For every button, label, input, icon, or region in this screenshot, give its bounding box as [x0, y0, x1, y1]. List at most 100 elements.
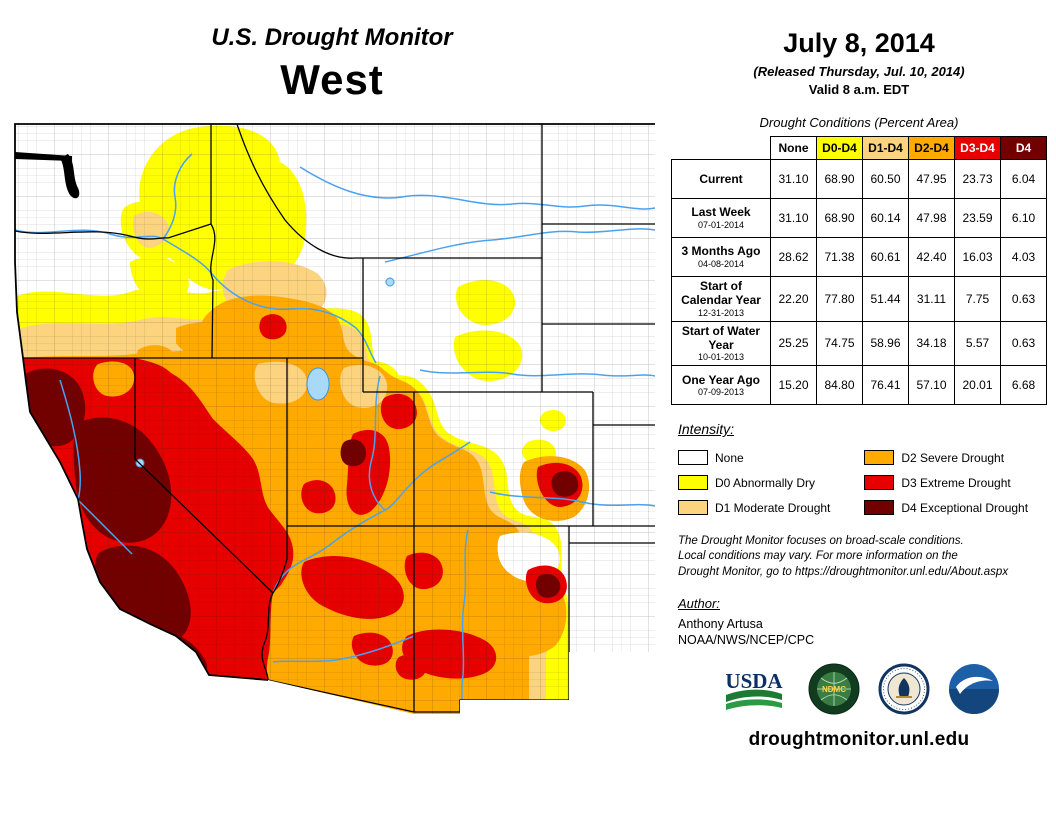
table-cell: 76.41: [862, 365, 909, 406]
disclaimer: The Drought Monitor focuses on broad-sca…: [678, 534, 1054, 580]
table-header-row: None D0-D4 D1-D4 D2-D4 D3-D4 D4: [672, 136, 1047, 160]
table-cell: 34.18: [908, 320, 955, 367]
legend-title: Intensity:: [678, 421, 735, 438]
table-cell: 15.20: [770, 365, 817, 406]
table-cell: 58.96: [862, 320, 909, 367]
table-cell: 6.04: [1000, 159, 1047, 199]
column-header-d0-d4: D0-D4: [816, 136, 863, 160]
table-cell: 0.63: [1000, 276, 1047, 322]
legend-item: D2 Severe Drought: [864, 445, 1054, 470]
legend-label: D4 Exceptional Drought: [901, 500, 1029, 515]
legend-item: None: [678, 445, 856, 470]
legend-label: None: [715, 450, 744, 465]
legend-swatch-d0: [678, 475, 708, 491]
drought-conditions-table: None D0-D4 D1-D4 D2-D4 D3-D4 D4 Current …: [671, 136, 1047, 406]
rivers: [15, 153, 655, 700]
table-cell: 47.95: [908, 159, 955, 199]
row-label: Last Week 07-01-2014: [671, 198, 771, 238]
column-header-d3-d4: D3-D4: [954, 136, 1001, 160]
legend-label: D1 Moderate Drought: [715, 500, 831, 515]
legend-grid: None D0 Abnormally Dry D1 Moderate Droug…: [678, 445, 1054, 520]
table-cell: 23.73: [954, 159, 1001, 199]
table-caption: Drought Conditions (Percent Area): [759, 115, 959, 130]
region-title: West: [280, 56, 384, 103]
report-date: July 8, 2014: [783, 28, 935, 58]
lakes: [135, 277, 395, 468]
row-label: Start of Calendar Year 12-31-2013: [671, 276, 771, 322]
usda-logo: USDA: [725, 669, 783, 710]
disclaimer-line: Drought Monitor, go to https://droughtmo…: [678, 565, 1009, 578]
column-header-none: None: [770, 136, 817, 160]
legend-swatch-d3: [864, 475, 895, 491]
table-cell: 42.40: [908, 237, 955, 277]
intensity-legend: Intensity: None D0 Abnormally Dry D1 Mod…: [678, 421, 1054, 520]
svg-text:USDA: USDA: [725, 669, 783, 693]
table-cell: 47.98: [908, 198, 955, 238]
table-cell: 31.10: [770, 159, 817, 199]
table-corner-cell: [672, 137, 771, 160]
table-row: One Year Ago 07-09-2013 15.20 84.80 76.41…: [671, 365, 1047, 406]
table-cell: 25.25: [770, 320, 817, 367]
map-wrap: [0, 112, 664, 757]
legend-swatch-d2: [864, 450, 895, 466]
state-borders: [15, 124, 655, 713]
legend-item: D0 Abnormally Dry: [678, 470, 856, 495]
table-cell: 71.38: [816, 237, 863, 277]
table-cell: 22.20: [770, 276, 817, 322]
table-cell: 57.10: [908, 365, 955, 406]
table-cell: 77.80: [816, 276, 863, 322]
table-cell: 16.03: [954, 237, 1001, 277]
legend-label: D0 Abnormally Dry: [715, 475, 816, 490]
table-cell: 51.44: [862, 276, 909, 322]
table-cell: 60.50: [862, 159, 909, 199]
table-row: Current 31.10 68.90 60.50 47.95 23.73 6.…: [671, 159, 1047, 199]
disclaimer-line: The Drought Monitor focuses on broad-sca…: [678, 535, 964, 548]
logos-row: USDA NDMC: [664, 663, 1054, 715]
coastline: [14, 123, 655, 681]
row-label: Start of Water Year 10-01-2013: [671, 320, 771, 367]
table-row: 3 Months Ago 04-08-2014 28.62 71.38 60.61…: [671, 237, 1047, 277]
table-cell: 60.14: [862, 198, 909, 238]
legend-swatch-d1: [678, 500, 708, 516]
author-heading: Author:: [678, 595, 720, 611]
legend-item: D4 Exceptional Drought: [864, 495, 1054, 520]
column-header-d4: D4: [1000, 136, 1047, 160]
legend-label: D3 Extreme Drought: [901, 475, 1011, 490]
table-cell: 20.01: [954, 365, 1001, 406]
column-header-d1-d4: D1-D4: [862, 136, 909, 160]
puget-sound-water: [15, 152, 80, 199]
table-cell: 31.10: [770, 198, 817, 238]
row-label: One Year Ago 07-09-2013: [671, 365, 771, 406]
table-cell: 5.57: [954, 320, 1001, 367]
table-cell: 23.59: [954, 198, 1001, 238]
legend-item: D3 Extreme Drought: [864, 470, 1054, 495]
table-row: Start of Calendar Year 12-31-2013 22.20 7…: [671, 276, 1047, 322]
disclaimer-line: Local conditions may vary. For more info…: [678, 550, 958, 563]
table-cell: 31.11: [908, 276, 955, 322]
row-label: 3 Months Ago 04-08-2014: [671, 237, 771, 277]
table-row: Start of Water Year 10-01-2013 25.25 74.7…: [671, 320, 1047, 367]
legend-swatch-none: [678, 450, 708, 466]
column-header-d2-d4: D2-D4: [908, 136, 955, 160]
table-cell: 74.75: [816, 320, 863, 367]
table-cell: 4.03: [1000, 237, 1047, 277]
legend-item: D1 Moderate Drought: [678, 495, 856, 520]
site-url[interactable]: droughtmonitor.unl.edu: [748, 728, 970, 750]
noaa-logo: [949, 663, 999, 714]
table-cell: 7.75: [954, 276, 1001, 322]
author-name: Anthony Artusa: [678, 616, 763, 631]
table-cell: 84.80: [816, 365, 863, 406]
author-block: Author: Anthony Artusa NOAA/NWS/NCEP/CPC: [678, 596, 1054, 647]
author-org: NOAA/NWS/NCEP/CPC: [678, 632, 815, 647]
table-cell: 68.90: [816, 159, 863, 199]
map-panel: U.S. Drought Monitor West: [0, 24, 664, 757]
row-label: Current: [671, 159, 771, 199]
legend-swatch-d4: [864, 500, 895, 516]
table-cell: 68.90: [816, 198, 863, 238]
page-title: U.S. Drought Monitor: [211, 24, 453, 51]
table-cell: 60.61: [862, 237, 909, 277]
info-panel: July 8, 2014 (Released Thursday, Jul. 10…: [664, 0, 1054, 751]
table-cell: 6.10: [1000, 198, 1047, 238]
table-cell: 6.68: [1000, 365, 1047, 406]
drought-map: [14, 123, 655, 714]
